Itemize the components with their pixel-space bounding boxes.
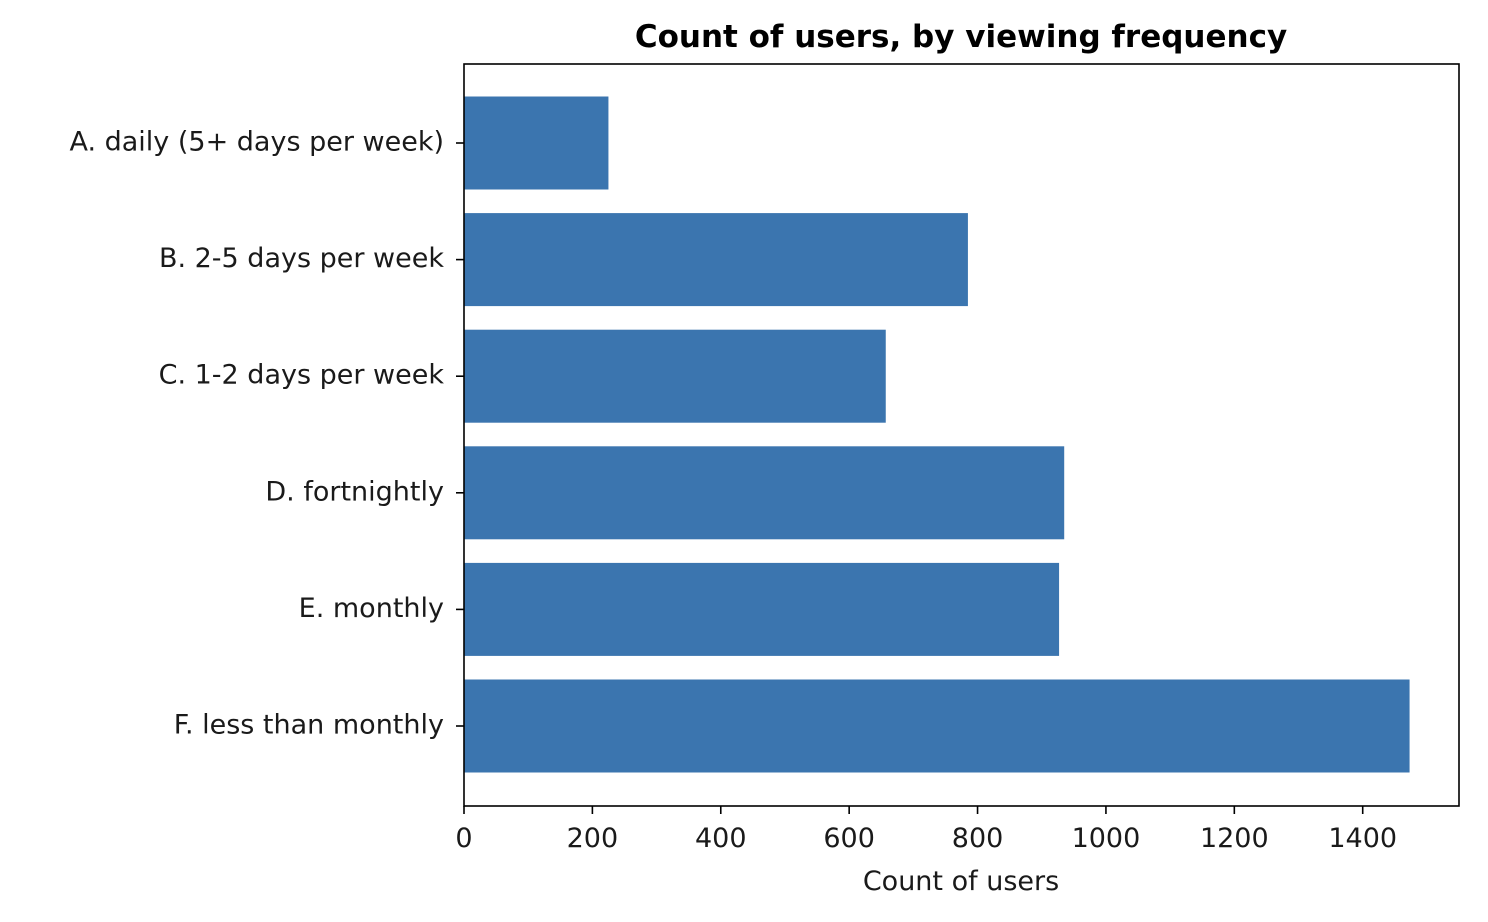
bar-2	[464, 213, 968, 307]
bar-3	[464, 329, 886, 423]
y-tick-label: C. 1-2 days per week	[159, 360, 445, 391]
bars-layer	[464, 96, 1410, 773]
y-tick-label: E. monthly	[299, 593, 444, 624]
bar-6	[464, 679, 1410, 773]
chart-title: Count of users, by viewing frequency	[635, 19, 1287, 55]
x-tick-label: 600	[823, 823, 875, 854]
x-axis: 0 200 400 600 800 1000 1200 1400	[455, 806, 1397, 854]
x-tick-label: 200	[567, 823, 619, 854]
plot-frame	[463, 63, 1460, 807]
x-tick-label: 400	[695, 823, 747, 854]
x-axis-label: Count of users	[863, 866, 1059, 897]
x-tick-label: 800	[952, 823, 1004, 854]
y-tick-label: B. 2-5 days per week	[159, 243, 444, 274]
x-tick-label: 1000	[1072, 823, 1141, 854]
y-tick-label: D. fortnightly	[265, 476, 444, 507]
x-tick-label: 1400	[1328, 823, 1397, 854]
y-tick-label: A. daily (5+ days per week)	[69, 127, 444, 158]
y-axis: A. daily (5+ days per week) B. 2-5 days p…	[69, 127, 464, 741]
bar-5	[464, 562, 1060, 656]
x-tick-label: 0	[455, 823, 472, 854]
bar-4	[464, 446, 1065, 540]
y-tick-label: F. less than monthly	[174, 710, 444, 741]
x-tick-label: 1200	[1200, 823, 1269, 854]
bar-1	[464, 96, 609, 190]
